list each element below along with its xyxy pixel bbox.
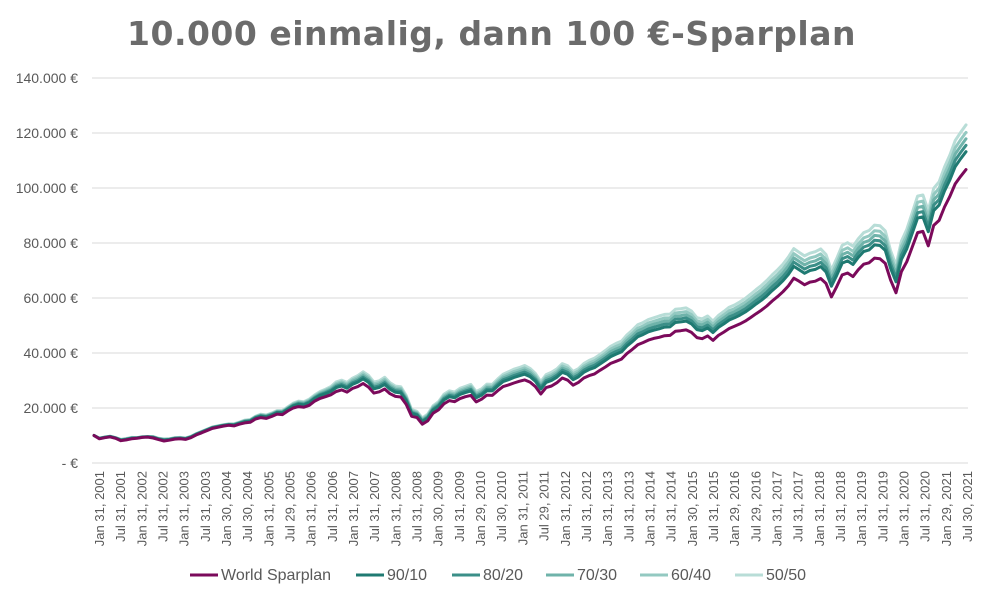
x-tick-label: Jul 29, 2005 [283,471,298,542]
x-tick-label: Jan 31, 2020 [896,471,911,546]
x-tick-label: Jul 31, 2009 [452,471,467,542]
x-tick-label: Jul 31, 2001 [113,471,128,542]
x-tick-label: Jul 31, 2003 [198,471,213,542]
x-tick-label: Jan 31, 2003 [177,471,192,546]
x-tick-label: Jul 29, 2011 [537,471,552,541]
x-tick-label: Jul 31, 2008 [410,471,425,542]
x-tick-label: Jan 30, 2009 [431,471,446,546]
x-tick-label: Jan 31, 2014 [642,471,657,546]
y-tick-label: 20.000 € [24,400,79,416]
y-tick-label: 40.000 € [24,345,79,361]
x-tick-label: Jul 31, 2018 [833,471,848,542]
x-tick-label: Jan 31, 2008 [388,471,403,546]
series-line-world-sparplan [92,168,968,443]
x-tick-label: Jan 29, 2010 [473,471,488,546]
x-tick-label: Jul 31, 2019 [875,471,890,542]
x-tick-label: Jan 30, 2015 [685,471,700,546]
x-tick-label: Jul 31, 2017 [791,471,806,542]
legend-label: World Sparplan [221,567,331,584]
x-tick-label: Jul 29, 2016 [748,471,763,542]
series-line-50-50 [92,123,968,441]
y-tick-label: 80.000 € [24,235,79,251]
x-tick-label: Jul 30, 2004 [240,471,255,542]
x-tick-label: Jan 31, 2007 [346,471,361,546]
x-tick-label: Jul 31, 2006 [325,471,340,542]
legend-label: 80/20 [483,567,523,584]
x-tick-label: Jul 30, 2010 [494,471,509,542]
x-tick-label: Jul 31, 2002 [156,471,171,542]
legend-label: 90/10 [387,567,427,584]
x-tick-label: Jan 31, 2006 [304,471,319,546]
x-tick-label: Jan 31, 2013 [600,471,615,546]
x-tick-label: Jul 31, 2007 [367,471,382,542]
y-tick-label: 120.000 € [16,125,78,141]
chart-title: 10.000 einmalig, dann 100 €-Sparplan [127,14,856,53]
x-tick-label: Jan 31, 2005 [261,471,276,546]
x-tick-label: Jan 31, 2019 [854,471,869,546]
x-tick-label: Jul 30, 2021 [960,471,975,542]
x-tick-label: Jan 30, 2004 [219,471,234,546]
y-tick-label: 100.000 € [16,180,78,196]
x-tick-label: Jul 31, 2014 [664,471,679,542]
series-line-60-40 [92,130,968,442]
x-tick-label: Jan 31, 2012 [558,471,573,546]
legend-label: 50/50 [766,567,806,584]
y-tick-label: - € [62,455,79,471]
x-tick-label: Jan 31, 2002 [134,471,149,546]
x-tick-label: Jan 29, 2016 [727,471,742,546]
series-line-90-10 [92,150,968,442]
x-tick-label: Jul 31, 2015 [706,471,721,542]
y-tick-label: 140.000 € [16,70,78,86]
x-tick-label: Jan 31, 2017 [769,471,784,546]
x-tick-label: Jul 31, 2012 [579,471,594,542]
x-tick-label: Jan 31, 2018 [812,471,827,546]
x-tick-label: Jul 31, 2013 [621,471,636,542]
x-tick-label: Jan 31, 2011 [515,471,530,545]
x-tick-label: Jul 31, 2020 [918,471,933,542]
x-tick-label: Jan 29, 2021 [939,471,954,546]
legend-label: 70/30 [577,567,617,584]
x-tick-label: Jan 31, 2001 [92,471,107,546]
legend-label: 60/40 [671,567,711,584]
y-tick-label: 60.000 € [24,290,79,306]
